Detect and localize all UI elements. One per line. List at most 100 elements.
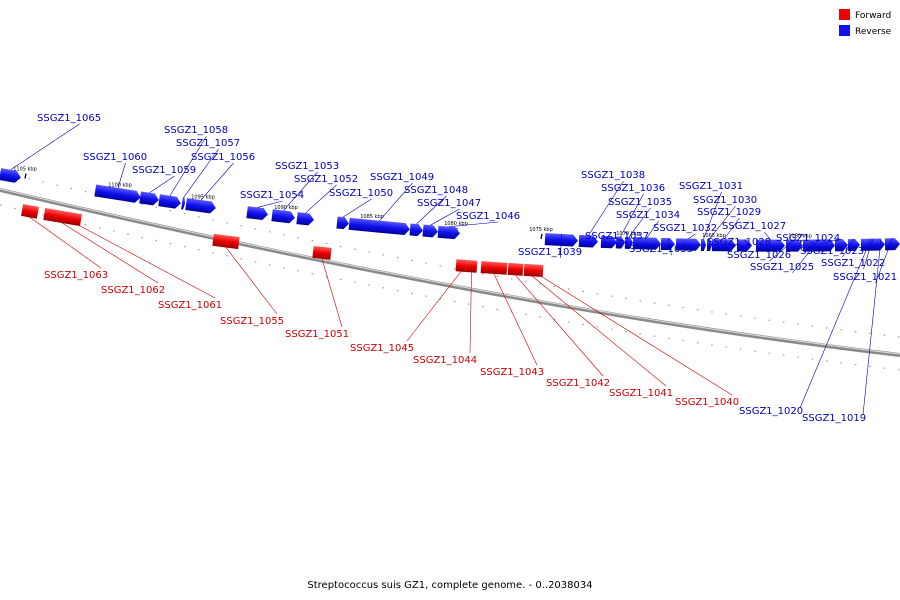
label-ssgz1_1036[interactable]: SSGZ1_1036 (601, 183, 665, 194)
gene-ssgz1_1029[interactable] (711, 239, 736, 252)
label-ssgz1_1039[interactable]: SSGZ1_1039 (518, 247, 582, 258)
gene-ssgz1_1021[interactable] (884, 238, 900, 251)
gene-ssgz1_1041[interactable] (523, 263, 542, 277)
label-ssgz1_1042[interactable]: SSGZ1_1042 (546, 378, 610, 389)
label-ssgz1_1041[interactable]: SSGZ1_1041 (609, 388, 673, 399)
gene-ssgz1_1052[interactable] (296, 212, 314, 226)
gene-ssgz1_1063[interactable] (21, 204, 39, 219)
label-ssgz1_1025[interactable]: SSGZ1_1025 (750, 262, 814, 273)
gene-ssgz1_1048[interactable] (409, 223, 424, 237)
gene-ssgz1_1050[interactable] (336, 216, 349, 230)
leader-line (532, 276, 667, 387)
gene-ssgz1_1040[interactable] (540, 264, 544, 277)
gene-ssgz1_1045[interactable] (455, 259, 467, 272)
tick-label: 1065 kbp (702, 233, 726, 239)
label-ssgz1_1061[interactable]: SSGZ1_1061 (158, 300, 222, 311)
gene-ssgz1_1022[interactable] (860, 238, 885, 251)
label-ssgz1_1026[interactable]: SSGZ1_1026 (727, 250, 791, 261)
gene-ssgz1_1056[interactable] (185, 198, 216, 214)
gene-ssgz1_1034[interactable] (632, 237, 661, 250)
gene-ssgz1_1031[interactable] (700, 238, 706, 251)
legend-label-forward: Forward (855, 11, 891, 21)
label-ssgz1_1024[interactable]: SSGZ1_1024 (776, 233, 840, 244)
gene-ssgz1_1061[interactable] (78, 213, 82, 226)
label-ssgz1_1049[interactable]: SSGZ1_1049 (370, 172, 434, 183)
label-ssgz1_1027[interactable]: SSGZ1_1027 (722, 221, 786, 232)
gene-ssgz1_1024[interactable] (834, 239, 848, 252)
gene-ssgz1_1026[interactable] (785, 239, 803, 252)
gene-ssgz1_1036[interactable] (615, 236, 625, 249)
label-ssgz1_1023[interactable]: SSGZ1_1023 (800, 246, 864, 257)
gene-ssgz1_1053[interactable] (271, 209, 295, 224)
leader-line (764, 231, 771, 240)
label-ssgz1_1034[interactable]: SSGZ1_1034 (616, 210, 680, 221)
label-ssgz1_1022[interactable]: SSGZ1_1022 (821, 258, 885, 269)
label-ssgz1_1046[interactable]: SSGZ1_1046 (456, 211, 520, 222)
gene-ssgz1_1051[interactable] (312, 245, 332, 260)
label-ssgz1_1048[interactable]: SSGZ1_1048 (404, 185, 468, 196)
label-ssgz1_1021[interactable]: SSGZ1_1021 (833, 272, 897, 283)
gene-ssgz1_1044[interactable] (465, 259, 478, 273)
leader-line (342, 198, 372, 218)
leader-line (818, 238, 842, 245)
label-ssgz1_1058[interactable]: SSGZ1_1058 (164, 125, 228, 136)
label-ssgz1_1056[interactable]: SSGZ1_1056 (191, 152, 255, 163)
label-ssgz1_1030[interactable]: SSGZ1_1030 (693, 195, 757, 206)
label-ssgz1_1054[interactable]: SSGZ1_1054 (240, 190, 304, 201)
label-ssgz1_1055[interactable]: SSGZ1_1055 (220, 316, 284, 327)
label-ssgz1_1020[interactable]: SSGZ1_1020 (739, 406, 803, 417)
gene-ssgz1_1049[interactable] (348, 217, 411, 236)
leader-line (560, 233, 562, 259)
gene-ssgz1_1035[interactable] (624, 236, 633, 249)
label-ssgz1_1037[interactable]: SSGZ1_1037 (585, 231, 649, 242)
label-ssgz1_1057[interactable]: SSGZ1_1057 (176, 138, 240, 149)
tick-mark (540, 233, 543, 239)
label-ssgz1_1029[interactable]: SSGZ1_1029 (697, 207, 761, 218)
label-ssgz1_1028[interactable]: SSGZ1_1028 (707, 237, 771, 248)
gene-ssgz1_1028[interactable] (736, 239, 752, 252)
label-ssgz1_1062[interactable]: SSGZ1_1062 (101, 285, 165, 296)
gene-ssgz1_1054[interactable] (246, 206, 268, 221)
gene-ssgz1_1059[interactable] (139, 191, 160, 206)
tick-label: 1100 kbp (108, 182, 132, 188)
gene-labels: SSGZ1_1063 SSGZ1_1062 SSGZ1_1061 SSGZ1_1055… (37, 113, 897, 424)
label-ssgz1_1045[interactable]: SSGZ1_1045 (350, 343, 414, 354)
gene-ssgz1_1038[interactable] (578, 234, 599, 248)
gene-ssgz1_1060[interactable] (94, 184, 141, 204)
gene-ssgz1_1058[interactable] (158, 194, 181, 209)
label-ssgz1_1019[interactable]: SSGZ1_1019 (802, 413, 866, 424)
label-ssgz1_1032[interactable]: SSGZ1_1032 (653, 223, 717, 234)
gene-ssgz1_1047[interactable] (422, 224, 439, 238)
leader-line (406, 271, 462, 342)
gene-ssgz1_1032[interactable] (675, 238, 701, 251)
label-ssgz1_1060[interactable]: SSGZ1_1060 (83, 152, 147, 163)
label-ssgz1_1031[interactable]: SSGZ1_1031 (679, 181, 743, 192)
gene-ssgz1_1062[interactable] (43, 208, 81, 226)
gene-ssgz1_1027[interactable] (755, 239, 785, 252)
label-ssgz1_1038[interactable]: SSGZ1_1038 (581, 170, 645, 181)
label-ssgz1_1051[interactable]: SSGZ1_1051 (285, 329, 349, 340)
label-ssgz1_1033[interactable]: SSGZ1_1033 (629, 244, 693, 255)
label-ssgz1_1063[interactable]: SSGZ1_1063 (44, 270, 108, 281)
gene-ssgz1_1043[interactable] (480, 261, 508, 275)
label-ssgz1_1065[interactable]: SSGZ1_1065 (37, 113, 101, 124)
label-ssgz1_1059[interactable]: SSGZ1_1059 (132, 165, 196, 176)
gene-ssgz1_1037[interactable] (600, 235, 617, 249)
label-ssgz1_1050[interactable]: SSGZ1_1050 (329, 188, 393, 199)
gene-ssgz1_1046[interactable] (437, 225, 461, 240)
gene-ssgz1_1030[interactable] (706, 238, 712, 252)
gene-ssgz1_1057[interactable] (181, 197, 186, 210)
leader-line (688, 233, 696, 239)
gene-ssgz1_1033[interactable] (660, 237, 675, 251)
label-ssgz1_1035[interactable]: SSGZ1_1035 (608, 197, 672, 208)
label-ssgz1_1040[interactable]: SSGZ1_1040 (675, 397, 739, 408)
label-ssgz1_1053[interactable]: SSGZ1_1053 (275, 161, 339, 172)
gene-ssgz1_1023[interactable] (847, 239, 860, 252)
label-ssgz1_1044[interactable]: SSGZ1_1044 (413, 355, 477, 366)
label-ssgz1_1043[interactable]: SSGZ1_1043 (480, 367, 544, 378)
gene-ssgz1_1055[interactable] (212, 233, 240, 250)
gene-ssgz1_1042[interactable] (507, 262, 524, 276)
label-ssgz1_1052[interactable]: SSGZ1_1052 (294, 174, 358, 185)
gene-ssgz1_1065[interactable] (0, 168, 22, 184)
label-ssgz1_1047[interactable]: SSGZ1_1047 (417, 198, 481, 209)
